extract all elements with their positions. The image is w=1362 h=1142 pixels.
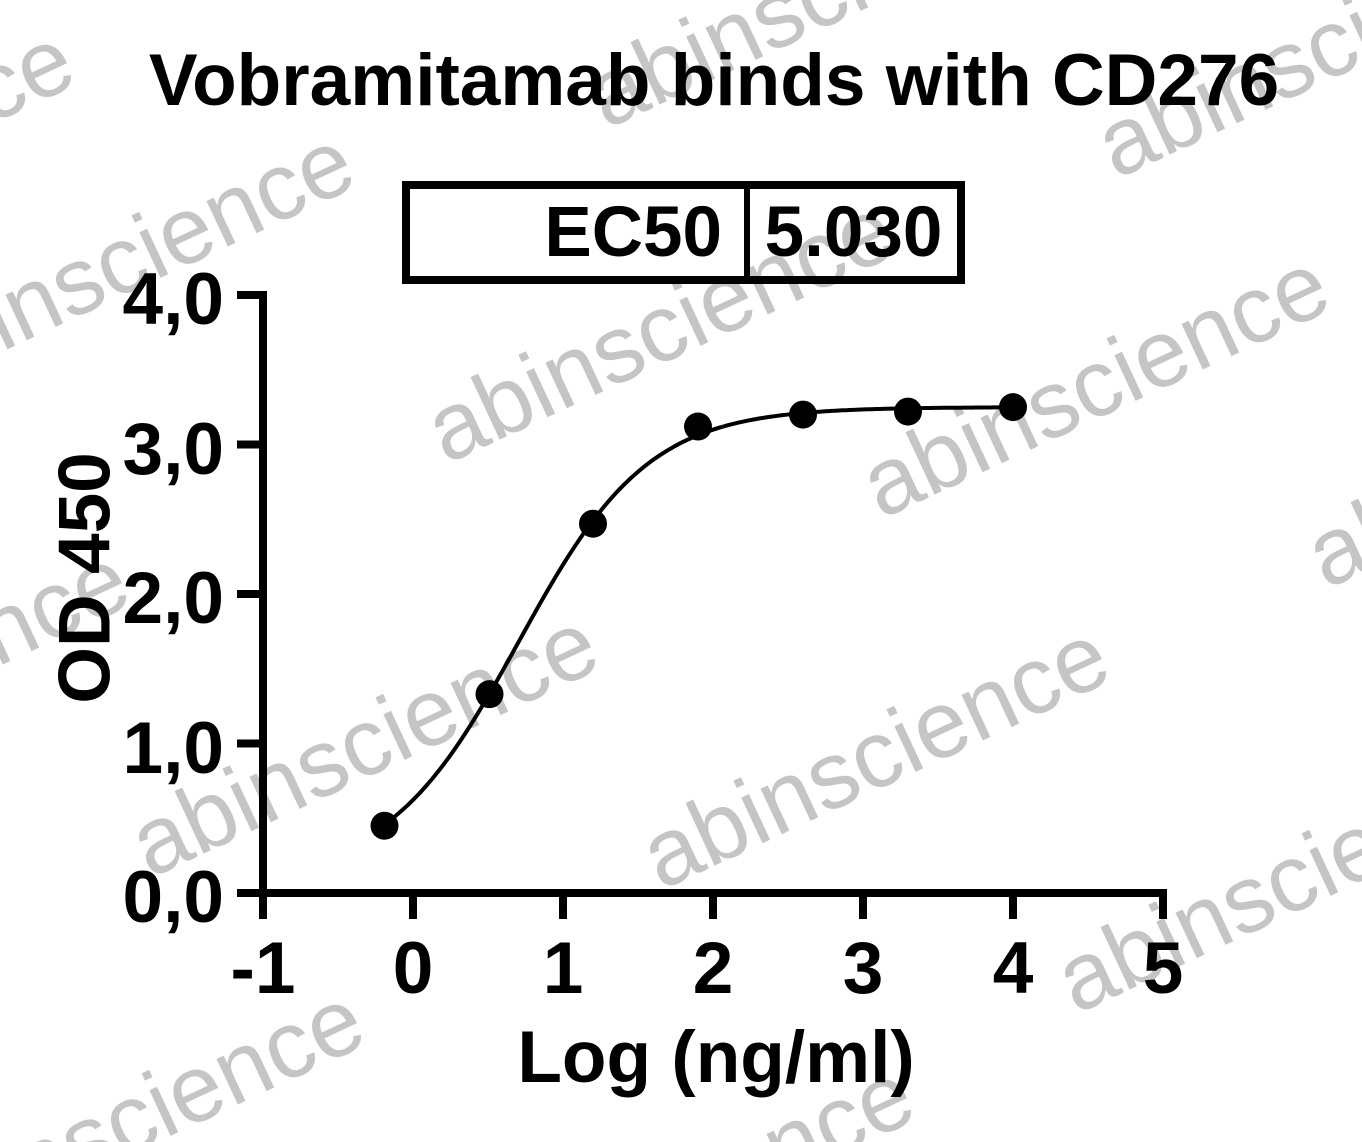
x-tick-label: 4 <box>992 928 1034 1009</box>
y-tick-label: 4,0 <box>122 259 224 340</box>
data-point <box>579 509 607 538</box>
data-point <box>684 412 712 441</box>
y-tick-label: 3,0 <box>122 408 224 490</box>
data-point <box>475 680 504 709</box>
chart-title: Vobramitamab binds with CD276 <box>148 40 1280 121</box>
data-point <box>370 811 399 840</box>
ec50-table-value-cell: 5.030 <box>764 193 943 272</box>
data-point <box>999 393 1027 422</box>
y-tick-label: 0,0 <box>122 857 224 938</box>
ec50-table-label-cell: EC50 <box>544 193 722 272</box>
x-axis-title: Log (ng/ml) <box>517 1017 915 1098</box>
x-tick-label: 1 <box>542 928 584 1009</box>
data-point <box>894 397 922 426</box>
y-tick-label: 1,0 <box>122 707 224 789</box>
ec50-result-table: EC50 5.030 <box>402 181 965 284</box>
y-tick-label: 2,0 <box>122 558 224 639</box>
x-tick-label: 3 <box>842 928 884 1009</box>
x-tick-label: -1 <box>230 928 296 1009</box>
axis-spines <box>259 291 1167 897</box>
x-tick-label: 5 <box>1142 928 1184 1009</box>
fit-curve <box>383 405 1012 827</box>
x-tick-label: 2 <box>692 928 734 1009</box>
ec50-table-divider <box>744 189 750 276</box>
x-tick-label: 0 <box>392 928 434 1009</box>
data-point <box>789 400 817 429</box>
